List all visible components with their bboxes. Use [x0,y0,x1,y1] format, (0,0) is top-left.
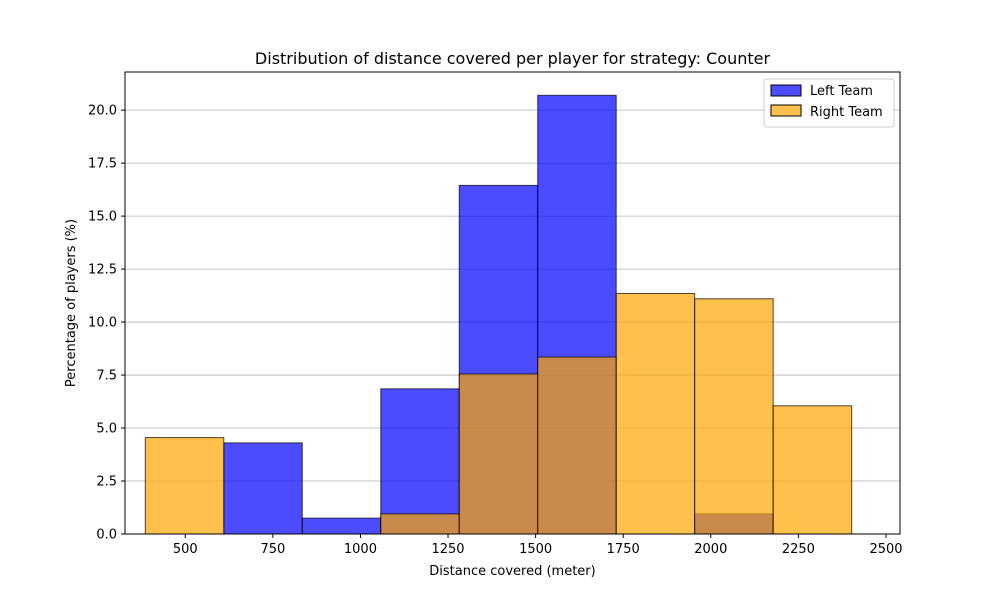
bar-right-team [144,437,225,535]
legend: Left Team Right Team [763,78,895,128]
legend-swatch-left-team [770,84,802,97]
y-tick-label: 20.0 [88,104,117,119]
legend-label-left-team: Left Team [810,84,873,99]
bar-right-team [772,405,853,535]
bar-right-team [694,298,774,535]
x-tick-label: 2500 [869,542,902,557]
x-tick-label: 2000 [694,542,727,557]
bar-left-team [301,517,382,535]
y-tick-label: 10.0 [88,316,117,331]
bar-left-team [380,388,460,535]
y-axis-label: Percentage of players (%) [64,219,79,387]
x-axis-label: Distance covered (meter) [429,564,595,579]
legend-swatch-right-team [770,104,802,117]
y-tick-label: 7.5 [96,369,117,384]
x-tick-label: 1000 [344,542,377,557]
bar-right-team [380,513,460,535]
x-tick-label: 1500 [519,542,552,557]
y-tick-label: 17.5 [88,157,117,172]
y-axis-ticks: 0.0 2.5 5.0 7.5 10.0 12.5 15.0 17.5 20.0 [88,104,125,543]
x-tick-label: 2250 [782,542,815,557]
chart-title: Distribution of distance covered per pla… [255,49,771,68]
y-tick-label: 0.0 [96,528,117,543]
x-tick-label: 500 [173,542,198,557]
legend-label-right-team: Right Team [810,105,883,120]
x-axis-ticks: 500 750 1000 1250 1500 1750 2000 2250 2500 [173,534,903,557]
bar-right-team [537,356,617,535]
bar-right-team [615,292,696,535]
x-tick-label: 1250 [431,542,464,557]
bar-right-team [458,373,539,535]
x-tick-label: 750 [260,542,285,557]
plot-frame [124,71,901,535]
bars [144,94,853,535]
y-tick-label: 5.0 [96,422,117,437]
y-tick-label: 12.5 [88,263,117,278]
x-tick-label: 1750 [607,542,640,557]
bar-left-team [223,442,303,535]
y-tick-label: 2.5 [96,475,117,490]
y-tick-label: 15.0 [88,210,117,225]
